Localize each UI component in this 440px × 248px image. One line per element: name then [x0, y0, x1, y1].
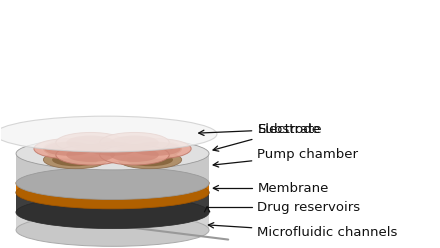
- Ellipse shape: [44, 140, 107, 158]
- Ellipse shape: [88, 142, 137, 156]
- Text: Membrane: Membrane: [213, 182, 329, 195]
- Polygon shape: [16, 154, 209, 183]
- Text: Electrode: Electrode: [213, 123, 320, 151]
- Ellipse shape: [16, 167, 209, 199]
- Ellipse shape: [34, 139, 103, 159]
- Ellipse shape: [127, 153, 173, 166]
- Ellipse shape: [66, 135, 115, 150]
- Ellipse shape: [132, 142, 181, 156]
- Ellipse shape: [93, 189, 132, 196]
- Ellipse shape: [100, 145, 169, 165]
- Ellipse shape: [16, 176, 209, 209]
- Ellipse shape: [110, 135, 159, 150]
- Ellipse shape: [52, 153, 99, 166]
- Ellipse shape: [118, 140, 182, 158]
- Ellipse shape: [16, 167, 209, 199]
- Polygon shape: [16, 192, 209, 212]
- Ellipse shape: [44, 151, 107, 169]
- Ellipse shape: [78, 139, 147, 159]
- Text: Drug reservoirs: Drug reservoirs: [205, 201, 360, 214]
- Ellipse shape: [0, 116, 217, 152]
- Ellipse shape: [122, 139, 191, 159]
- Ellipse shape: [16, 214, 209, 246]
- Text: Substrate: Substrate: [199, 123, 322, 136]
- Ellipse shape: [110, 148, 159, 162]
- Ellipse shape: [44, 142, 93, 156]
- Ellipse shape: [100, 132, 169, 153]
- Ellipse shape: [16, 196, 209, 229]
- Polygon shape: [16, 183, 209, 192]
- Ellipse shape: [127, 142, 173, 155]
- Polygon shape: [66, 192, 159, 210]
- Ellipse shape: [118, 151, 182, 169]
- Ellipse shape: [66, 185, 159, 200]
- Ellipse shape: [16, 176, 209, 209]
- Ellipse shape: [16, 137, 209, 170]
- Text: Microfluidic channels: Microfluidic channels: [209, 223, 398, 239]
- Ellipse shape: [66, 148, 115, 162]
- Ellipse shape: [56, 145, 125, 165]
- Ellipse shape: [56, 132, 125, 153]
- Ellipse shape: [16, 196, 209, 229]
- Polygon shape: [16, 212, 209, 230]
- Text: Pump chamber: Pump chamber: [213, 148, 358, 167]
- Ellipse shape: [52, 142, 99, 155]
